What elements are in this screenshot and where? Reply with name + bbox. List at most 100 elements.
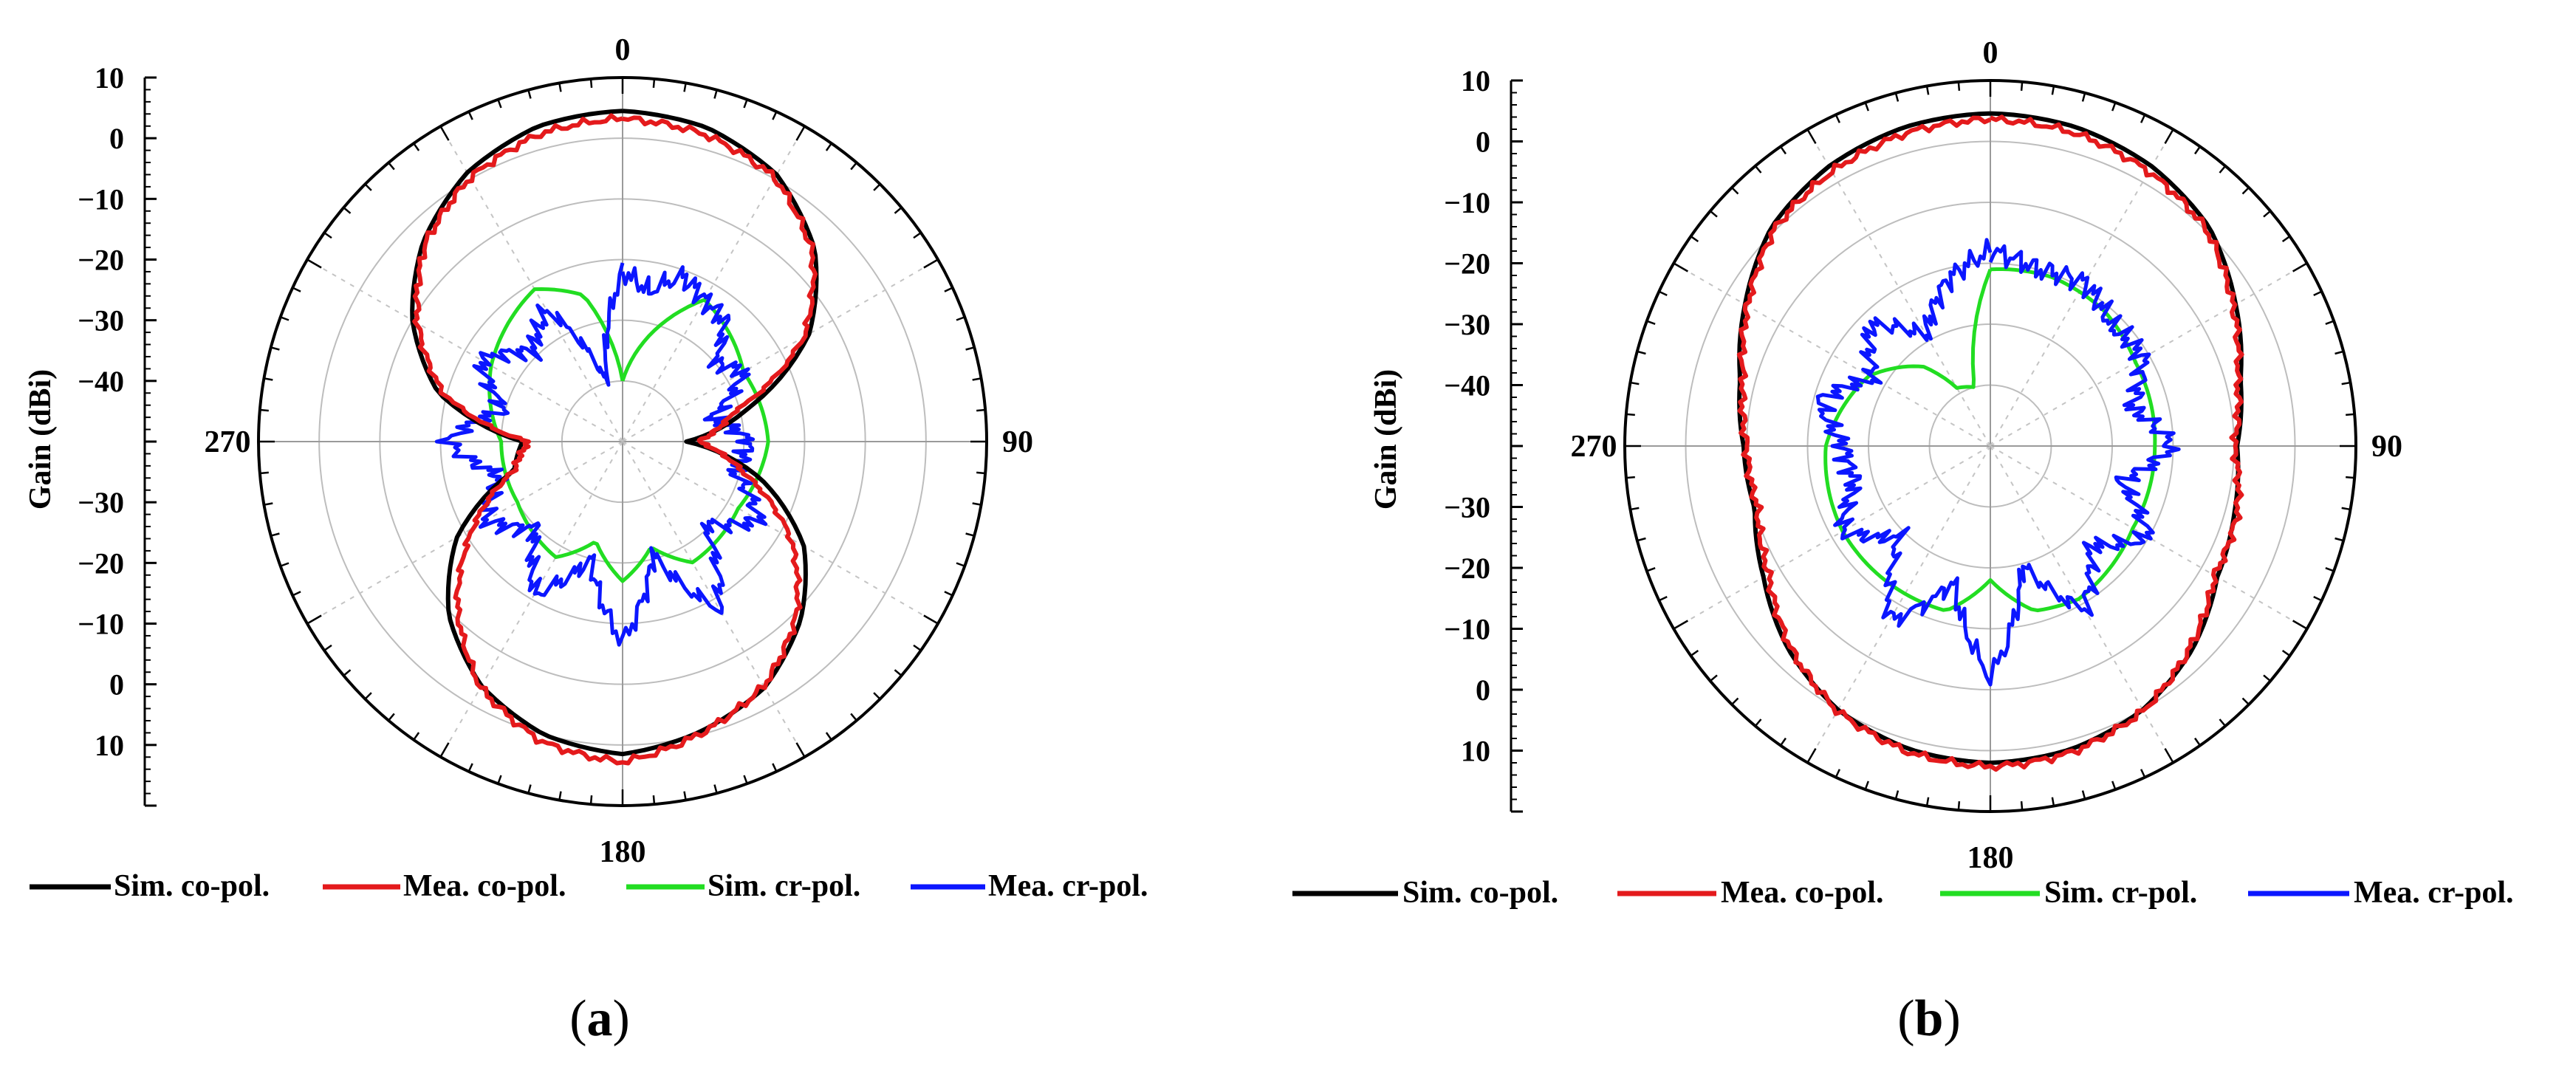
angle-tick: [850, 162, 857, 171]
angle-label: 180: [1967, 841, 2014, 875]
angle-tick: [683, 83, 687, 92]
angle-tick: [923, 258, 939, 269]
angle-tick: [1754, 165, 1762, 174]
angle-tick: [2081, 790, 2086, 800]
angle-tick: [1806, 128, 1817, 144]
radial-tick-label: 0: [109, 122, 124, 155]
angle-tick: [2140, 114, 2146, 123]
angle-tick: [589, 78, 593, 88]
radial-tick-label: 0: [1476, 673, 1490, 707]
angle-tick: [772, 763, 778, 772]
radial-tick-label: 10: [1461, 64, 1490, 97]
angle-tick: [497, 775, 502, 784]
legend-label: Sim. co-pol.: [114, 869, 270, 903]
angle-tick: [2164, 748, 2174, 764]
angle-tick: [2263, 674, 2271, 682]
angle-tick: [388, 162, 395, 171]
angle-tick: [743, 99, 748, 109]
angle-tick: [558, 791, 562, 800]
angle-tick: [2111, 781, 2117, 790]
angle-tick: [280, 316, 290, 321]
angle-tick: [270, 532, 280, 537]
angle-tick: [2281, 236, 2291, 242]
angle-tick: [264, 377, 273, 381]
angle-tick: [2281, 650, 2291, 656]
grid-spoke: [439, 441, 623, 758]
polar-chart-a: 0 90 180 270 10 0 −10 −20 −30 −40 −30 −20 −10 0 10 Sim…: [24, 33, 1148, 1047]
series-line: [1815, 238, 2181, 687]
radial-tick-label: −20: [78, 244, 124, 277]
angle-label: 180: [600, 835, 646, 869]
angle-tick: [1637, 350, 1646, 355]
angle-tick: [2313, 290, 2323, 297]
angle-tick: [558, 83, 562, 92]
legend-label: Sim. co-pol.: [1402, 876, 1558, 910]
panel-label: (b): [1897, 990, 1961, 1047]
angle-tick: [306, 258, 322, 269]
angle-tick: [1658, 595, 1668, 602]
angle-tick: [2219, 165, 2227, 174]
angle-tick: [894, 669, 902, 676]
angle-tick: [2081, 92, 2086, 102]
radial-tick-label: 10: [95, 729, 124, 762]
angle-label: 270: [205, 425, 251, 459]
angle-tick: [1630, 507, 1640, 511]
angle-tick: [527, 784, 532, 794]
angle-tick: [976, 408, 986, 412]
radial-tick-label: 0: [109, 668, 124, 702]
angle-tick: [2241, 697, 2250, 705]
radial-tick-label: −10: [1444, 613, 1490, 646]
angle-tick: [894, 207, 902, 214]
angle-tick: [264, 502, 273, 506]
angle-tick: [1731, 697, 1739, 705]
legend-label: Mea. co-pol.: [1721, 876, 1883, 910]
radial-tick-label: −40: [1444, 369, 1490, 402]
angle-tick: [1637, 537, 1646, 542]
angle-tick: [944, 591, 953, 597]
angle-tick: [2341, 507, 2351, 511]
angle-tick: [795, 742, 806, 758]
angle-tick: [1864, 102, 1869, 112]
angle-tick: [2292, 620, 2308, 630]
angle-tick: [2219, 719, 2227, 727]
series-line: [410, 109, 819, 757]
angle-label: 0: [615, 33, 631, 67]
angle-tick: [364, 692, 372, 700]
angle-tick: [292, 287, 301, 292]
angle-tick: [2020, 81, 2024, 91]
radial-tick-label: −10: [78, 182, 124, 216]
angle-tick: [923, 614, 939, 625]
angle-tick: [944, 287, 953, 292]
angle-tick: [972, 502, 982, 506]
angle-tick: [772, 111, 778, 120]
angle-tick: [2051, 797, 2055, 806]
radial-tick-label: −30: [78, 486, 124, 519]
polar-chart-b: 0 90 180 270 10 0 −10 −20 −30 −40 −30 −20 −10 0 10 Sim…: [1292, 36, 2514, 1047]
angle-tick: [527, 89, 532, 99]
angle-tick: [1626, 413, 1635, 416]
radial-tick-label: −20: [78, 546, 124, 580]
angle-tick: [1731, 187, 1739, 195]
angle-tick: [1835, 769, 1841, 778]
angle-tick: [2313, 595, 2323, 602]
angle-tick: [467, 111, 473, 120]
angle-tick: [2334, 350, 2344, 355]
angle-tick: [388, 713, 395, 721]
angle-label: 270: [1571, 430, 1617, 464]
angle-tick: [2346, 413, 2355, 416]
legend-label: Mea. cr-pol.: [2354, 876, 2514, 910]
angle-label: 90: [2371, 430, 2402, 464]
angle-tick: [2140, 769, 2146, 778]
angle-tick: [413, 732, 420, 741]
angle-tick: [497, 99, 502, 109]
angle-tick: [2263, 210, 2271, 218]
angle-tick: [825, 143, 832, 151]
panel-letter: b: [1915, 990, 1944, 1047]
grid-spoke: [306, 258, 623, 442]
angle-tick: [1780, 145, 1787, 155]
angle-tick: [1673, 262, 1688, 272]
angle-tick: [1673, 620, 1688, 630]
angle-tick: [2111, 102, 2117, 112]
angle-tick: [2334, 537, 2344, 542]
angle-tick: [1710, 210, 1718, 218]
